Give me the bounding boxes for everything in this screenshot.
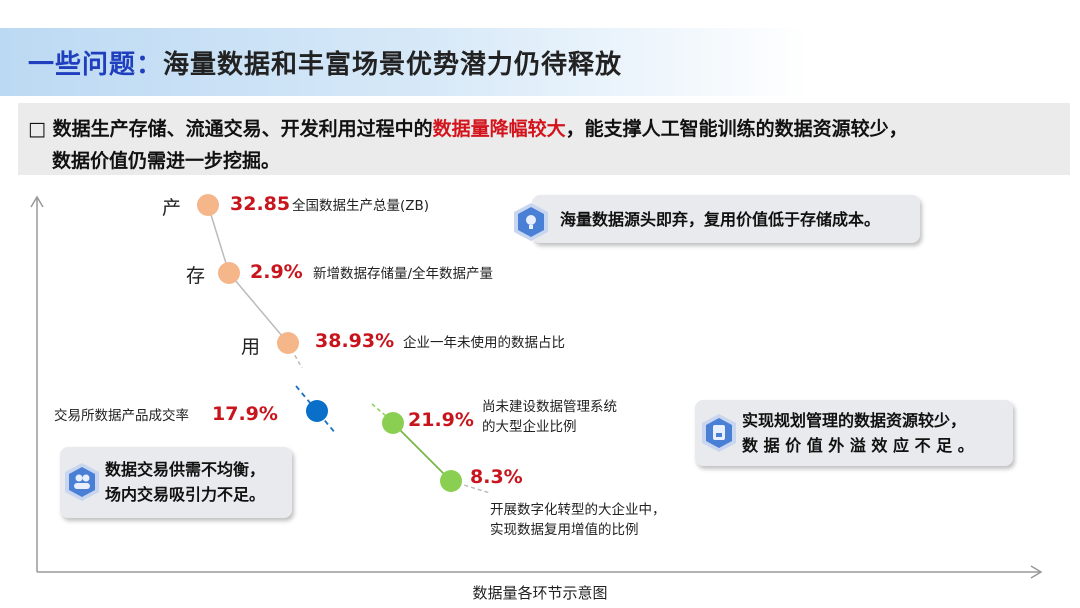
stage-label: 存 <box>186 265 206 287</box>
callout-management <box>695 400 1013 466</box>
callout-line: 场内交易吸引力不足。 <box>105 485 266 504</box>
node-management <box>382 412 404 434</box>
lightbulb-icon <box>514 203 548 241</box>
summary-box <box>18 103 1070 175</box>
summary-line-1: □ 数据生产存储、流通交易、开发利用过程中的数据量降幅较大，能支撑人工智能训练的… <box>28 114 908 141</box>
summary-line-2: 数据价值仍需进一步挖掘。 <box>52 150 281 172</box>
callout-text: 海量数据源头即弃，复用价值低于存储成本。 <box>560 210 881 229</box>
summary-text: ，能支撑人工智能训练的数据资源较少， <box>565 118 908 140</box>
stage-label: 用 <box>241 336 261 358</box>
desc-line: 的大型企业比例 <box>482 419 577 435</box>
stage-desc: 企业一年未使用的数据占比 <box>403 335 565 351</box>
node-store <box>218 262 240 284</box>
summary-text: 数据生产存储、流通交易、开发利用过程中的 <box>52 118 433 140</box>
desc-line: 尚未建设数据管理系统 <box>482 399 617 415</box>
reuse-desc: 开展数字化转型的大企业中， 实现数据复用增值的比例 <box>490 500 666 540</box>
stage-value: 2.9% <box>250 261 303 283</box>
callout-storage <box>532 195 920 243</box>
connector-dashed <box>287 342 303 369</box>
node-use <box>277 332 299 354</box>
connector <box>228 272 289 344</box>
management-value: 21.9% <box>408 409 474 431</box>
stage-value: 32.85 <box>230 193 291 215</box>
stage-value: 38.93% <box>315 330 395 352</box>
x-axis <box>37 565 1043 579</box>
users-icon <box>65 463 99 501</box>
callout-line: 数 据 价 值 外 溢 效 应 不 足 。 <box>742 436 974 455</box>
stage-label: 产 <box>162 197 182 219</box>
y-axis <box>30 195 44 572</box>
node-exchange <box>306 400 328 422</box>
node-produce <box>197 194 219 216</box>
connector <box>392 422 452 482</box>
connector <box>207 204 230 274</box>
document-icon <box>702 414 736 452</box>
stage-desc: 新增数据存储量/全年数据产量 <box>313 266 494 282</box>
title-rest: 海量数据和丰富场景优势潜力仍待释放 <box>163 50 623 80</box>
page-title: 一些问题：海量数据和丰富场景优势潜力仍待释放 <box>28 44 622 81</box>
bullet: □ <box>28 118 46 140</box>
exchange-value: 17.9% <box>212 403 278 425</box>
exchange-desc: 交易所数据产品成交率 <box>54 408 189 424</box>
title-highlight: 一些问题： <box>28 50 164 80</box>
stage-desc: 全国数据生产总量(ZB) <box>292 198 430 214</box>
diagram-caption: 数据量各环节示意图 <box>472 584 608 602</box>
callout-line: 实现规划管理的数据资源较少， <box>742 411 967 430</box>
callout-text: 数据交易供需不均衡， 场内交易吸引力不足。 <box>105 457 265 507</box>
reuse-value: 8.3% <box>470 466 523 488</box>
title-bar <box>0 28 1080 96</box>
callout-text: 实现规划管理的数据资源较少， 数 据 价 值 外 溢 效 应 不 足 。 <box>742 408 974 458</box>
node-reuse <box>440 470 462 492</box>
desc-line: 开展数字化转型的大企业中， <box>490 502 666 518</box>
desc-line: 实现数据复用增值的比例 <box>490 522 639 538</box>
management-desc: 尚未建设数据管理系统 的大型企业比例 <box>482 397 617 437</box>
summary-highlight: 数据量降幅较大 <box>432 118 566 140</box>
callout-line: 数据交易供需不均衡， <box>105 460 266 479</box>
